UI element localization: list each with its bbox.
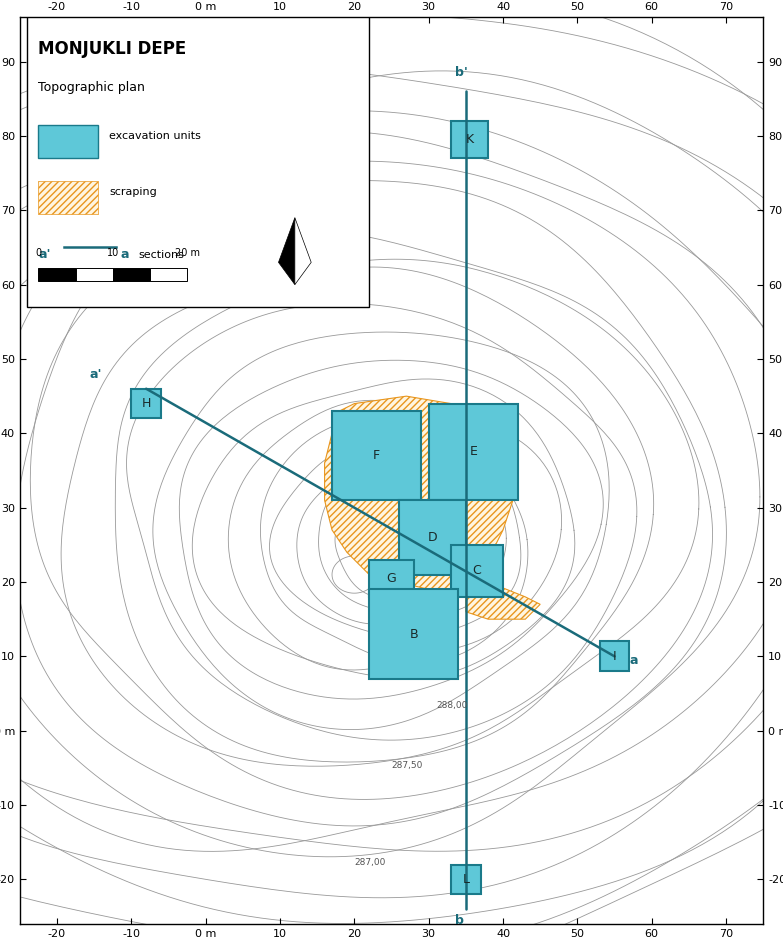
Text: excavation units: excavation units [109,131,201,141]
Text: 10: 10 [106,248,119,259]
Text: F: F [373,449,381,462]
Bar [38,181,98,214]
Text: scraping: scraping [109,186,157,197]
Polygon shape [466,582,540,619]
Polygon shape [325,396,518,589]
Bar [38,125,98,158]
Bar [150,267,187,281]
Text: 20 m: 20 m [175,248,200,259]
Bar [113,267,150,281]
Text: a': a' [38,248,51,262]
Text: 287,50: 287,50 [392,761,423,770]
Bar [27,17,370,307]
Bar [38,267,75,281]
Text: 287,00: 287,00 [355,857,386,867]
Bar [428,404,518,501]
Text: b: b [455,914,464,927]
Bar [451,545,503,597]
Bar [75,267,113,281]
Text: sections: sections [139,250,185,260]
Text: 288,00: 288,00 [436,701,467,710]
Text: K: K [466,134,474,146]
Bar [132,389,161,419]
Bar [600,642,630,671]
Bar [370,560,413,597]
Text: E: E [469,445,477,458]
Text: a': a' [89,368,102,380]
Bar [451,121,488,158]
Bar [451,865,481,894]
Text: G: G [387,572,396,584]
Polygon shape [279,217,295,284]
Text: I: I [613,650,616,662]
Text: H: H [142,397,151,410]
Text: MONJUKLI DEPE: MONJUKLI DEPE [38,40,186,58]
Text: a: a [120,248,128,262]
Bar [399,501,466,575]
Text: Topographic plan: Topographic plan [38,81,145,94]
Polygon shape [295,217,311,284]
Text: L: L [462,873,469,885]
Text: b': b' [455,67,467,79]
Text: 0: 0 [35,248,41,259]
Text: a: a [630,654,638,667]
Bar [370,589,458,678]
Text: C: C [473,565,482,578]
Bar [332,411,421,501]
Text: D: D [428,531,437,544]
Text: B: B [410,628,418,641]
